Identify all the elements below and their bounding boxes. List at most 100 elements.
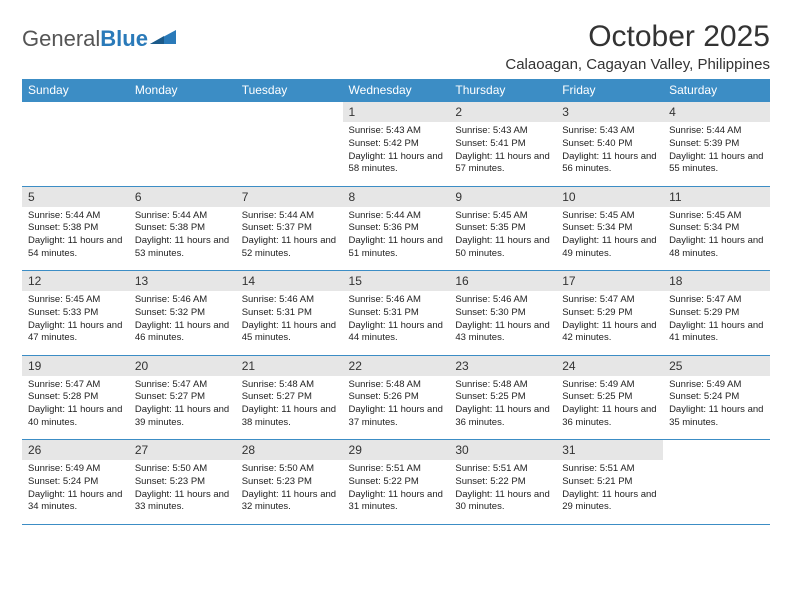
logo: GeneralBlue: [22, 26, 176, 52]
day-info-cell: Sunrise: 5:46 AM Sunset: 5:32 PM Daylight:…: [129, 291, 236, 355]
sunset-text: Sunset: 5:31 PM: [349, 307, 419, 318]
day-number-cell: 9: [449, 186, 556, 207]
day-info-cell: Sunrise: 5:49 AMSunset: 5:24 PMDaylight:…: [663, 376, 770, 440]
day-number-cell: 7: [236, 186, 343, 207]
sunrise-text: Sunrise: 5:50 AM: [242, 463, 314, 474]
day-info-cell: Sunrise: 5:48 AMSunset: 5:26 PMDaylight:…: [343, 376, 450, 440]
day-number-cell: 4: [663, 102, 770, 123]
sunrise-text: Sunrise: 5:48 AM: [242, 379, 314, 390]
day-info-cell: Sunrise: 5:50 AMSunset: 5:23 PMDaylight:…: [129, 460, 236, 524]
sunset-text: Sunset: 5:34 PM: [562, 222, 632, 233]
sunset-text: Sunset: 5:41 PM: [455, 138, 525, 149]
daylight-text: Daylight: 11 hours and 44 minutes.: [349, 320, 443, 344]
sunrise-text: Sunrise: 5:46 AM: [135, 294, 207, 305]
sunset-text: Sunset: 5:40 PM: [562, 138, 632, 149]
logo-text-1: General: [22, 26, 100, 51]
sunset-text: Sunset: 5:39 PM: [669, 138, 739, 149]
sunrise-text: Sunrise: 5:44 AM: [135, 210, 207, 221]
day-number-cell: 26: [22, 440, 129, 461]
day-info-cell: Sunrise: 5:45 AMSunset: 5:33 PMDaylight:…: [22, 291, 129, 355]
sunset-text: Sunset: 5:32 PM: [135, 307, 205, 318]
day-info-cell: Sunrise: 5:45 AMSunset: 5:34 PMDaylight:…: [663, 207, 770, 271]
day-info-cell: Sunrise: 5:51 AMSunset: 5:22 PMDaylight:…: [449, 460, 556, 524]
day-number-cell: 22: [343, 355, 450, 376]
page-title: October 2025: [505, 20, 770, 54]
sunset-text: Sunset: 5:35 PM: [455, 222, 525, 233]
day-number-cell: 27: [129, 440, 236, 461]
sunset-text: Sunset: 5:33 PM: [28, 307, 98, 318]
sunrise-text: Sunrise: 5:45 AM: [562, 210, 634, 221]
sunset-text: Sunset: 5:42 PM: [349, 138, 419, 149]
sunset-text: Sunset: 5:29 PM: [669, 307, 739, 318]
day-info-row: Sunrise: 5:45 AMSunset: 5:33 PMDaylight:…: [22, 291, 770, 355]
daylight-text: Daylight: 11 hours and 29 minutes.: [562, 489, 656, 513]
triangle-icon: [150, 28, 176, 51]
sunset-text: Sunset: 5:30 PM: [455, 307, 525, 318]
sunrise-text: Sunrise: 5:44 AM: [669, 125, 741, 136]
day-number-cell: 11: [663, 186, 770, 207]
sunrise-text: Sunrise: 5:47 AM: [135, 379, 207, 390]
daylight-text: Daylight: 11 hours and 31 minutes.: [349, 489, 443, 513]
sunrise-text: Sunrise: 5:50 AM: [135, 463, 207, 474]
day-number-row: 19202122232425: [22, 355, 770, 376]
sunset-text: Sunset: 5:25 PM: [455, 391, 525, 402]
daylight-text: Daylight: 11 hours and 32 minutes.: [242, 489, 336, 513]
sunset-text: Sunset: 5:37 PM: [242, 222, 312, 233]
daylight-text: Daylight: 11 hours and 46 minutes.: [135, 320, 229, 344]
day-number-cell: 28: [236, 440, 343, 461]
daylight-text: Daylight: 11 hours and 50 minutes.: [455, 235, 549, 259]
sunrise-text: Sunrise: 5:49 AM: [28, 463, 100, 474]
day-number-cell: 30: [449, 440, 556, 461]
daylight-text: Daylight: 11 hours and 47 minutes.: [28, 320, 122, 344]
daylight-text: Daylight: 11 hours and 40 minutes.: [28, 404, 122, 428]
weekday-header: Sunday: [22, 79, 129, 102]
day-info-cell: Sunrise: 5:46 AMSunset: 5:31 PMDaylight:…: [343, 291, 450, 355]
day-info-cell: Sunrise: 5:43 AM Sunset: 5:42 PM Daylight:…: [343, 122, 450, 186]
day-info-cell: Sunrise: 5:48 AMSunset: 5:25 PMDaylight:…: [449, 376, 556, 440]
sunrise-text: Sunrise: 5:43 AM: [349, 125, 421, 136]
day-number-cell: 8: [343, 186, 450, 207]
day-info-cell: Sunrise: 5:44 AMSunset: 5:36 PMDaylight:…: [343, 207, 450, 271]
day-number-cell: 20: [129, 355, 236, 376]
day-number-cell: 14: [236, 271, 343, 292]
sunrise-text: Sunrise: 5:45 AM: [669, 210, 741, 221]
sunset-text: Sunset: 5:38 PM: [135, 222, 205, 233]
day-number-cell: 31: [556, 440, 663, 461]
sunset-text: Sunset: 5:25 PM: [562, 391, 632, 402]
day-number-cell: 19: [22, 355, 129, 376]
day-info-cell: Sunrise: 5:49 AMSunset: 5:25 PMDaylight:…: [556, 376, 663, 440]
daylight-text: Daylight: 11 hours and 53 minutes.: [135, 235, 229, 259]
sunrise-text: Sunrise: 5:49 AM: [562, 379, 634, 390]
day-number-cell: 21: [236, 355, 343, 376]
day-number-cell: [236, 102, 343, 123]
title-block: October 2025 Calaoagan, Cagayan Valley, …: [505, 20, 770, 73]
sunrise-text: Sunrise: 5:46 AM: [242, 294, 314, 305]
day-info-cell: Sunrise: 5:48 AMSunset: 5:27 PMDaylight:…: [236, 376, 343, 440]
day-number-cell: 13: [129, 271, 236, 292]
sunrise-text: Sunrise: 5:51 AM: [349, 463, 421, 474]
header: GeneralBlue October 2025 Calaoagan, Caga…: [22, 20, 770, 73]
weekday-header: Friday: [556, 79, 663, 102]
calendar-body: 1234 Sunrise: 5:43 AM Sunset: 5:42 PM Dayl…: [22, 102, 770, 525]
daylight-text: Daylight: 11 hours and 58 minutes.: [349, 151, 443, 175]
day-info-cell: Sunrise: 5:51 AMSunset: 5:22 PMDaylight:…: [343, 460, 450, 524]
daylight-text: Daylight: 11 hours and 37 minutes.: [349, 404, 443, 428]
day-number-row: 1234: [22, 102, 770, 123]
day-info-cell: [22, 122, 129, 186]
day-number-cell: 17: [556, 271, 663, 292]
sunset-text: Sunset: 5:27 PM: [135, 391, 205, 402]
day-number-cell: [663, 440, 770, 461]
sunset-text: Sunset: 5:27 PM: [242, 391, 312, 402]
daylight-text: Daylight: 11 hours and 56 minutes.: [562, 151, 656, 175]
sunrise-text: Sunrise: 5:48 AM: [455, 379, 527, 390]
weekday-header: Wednesday: [343, 79, 450, 102]
daylight-text: Daylight: 11 hours and 43 minutes.: [455, 320, 549, 344]
sunset-text: Sunset: 5:38 PM: [28, 222, 98, 233]
daylight-text: Daylight: 11 hours and 55 minutes.: [669, 151, 763, 175]
daylight-text: Daylight: 11 hours and 35 minutes.: [669, 404, 763, 428]
day-number-cell: 18: [663, 271, 770, 292]
day-info-cell: Sunrise: 5:45 AMSunset: 5:34 PMDaylight:…: [556, 207, 663, 271]
day-number-cell: [129, 102, 236, 123]
day-number-cell: 2: [449, 102, 556, 123]
day-number-cell: 5: [22, 186, 129, 207]
